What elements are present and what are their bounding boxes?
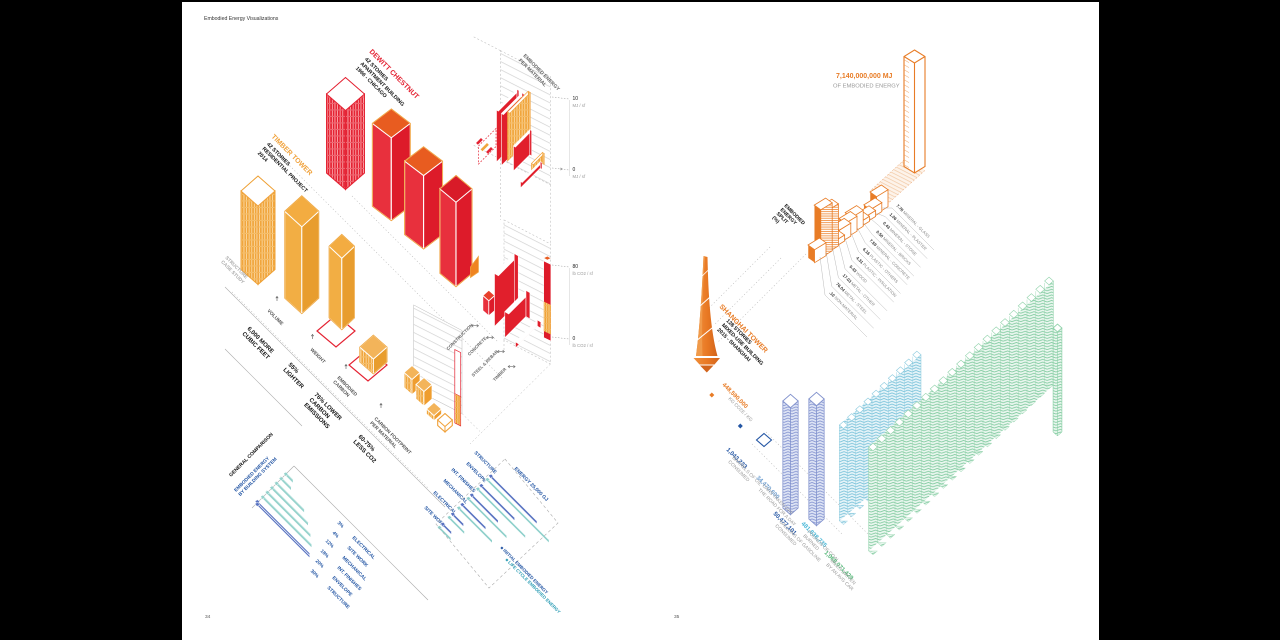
svg-text:MJ / sf: MJ / sf xyxy=(573,174,586,179)
svg-text:0: 0 xyxy=(573,167,576,173)
svg-text:7,140,000,000 MJ: 7,140,000,000 MJ xyxy=(836,73,893,80)
svg-text:4%: 4% xyxy=(331,530,341,540)
svg-text:35: 35 xyxy=(674,614,680,620)
svg-text:18%: 18% xyxy=(319,548,331,560)
svg-text:3%: 3% xyxy=(336,520,346,530)
svg-text:10: 10 xyxy=(573,96,579,102)
svg-text:20%: 20% xyxy=(314,558,326,570)
svg-text:lb CO2 / sf: lb CO2 / sf xyxy=(573,271,594,276)
svg-text:0: 0 xyxy=(573,336,576,342)
svg-text:Embodied Energy Visualizations: Embodied Energy Visualizations xyxy=(204,16,279,22)
svg-text:lb CO2 / sf: lb CO2 / sf xyxy=(573,343,594,348)
svg-text:30%: 30% xyxy=(309,568,321,580)
svg-text:OF EMBODIED ENERGY: OF EMBODIED ENERGY xyxy=(833,84,900,90)
svg-text:34: 34 xyxy=(205,614,211,620)
svg-text:(%): (%) xyxy=(771,215,781,225)
svg-text:12%: 12% xyxy=(324,538,336,550)
svg-text:80: 80 xyxy=(573,264,579,270)
svg-text:MJ / sf: MJ / sf xyxy=(573,103,586,108)
